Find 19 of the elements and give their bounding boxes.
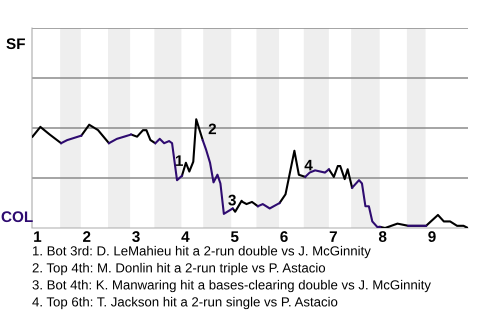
x-tick-label: 6 [280,231,288,242]
text: SF [6,38,25,50]
x-tick-label: 8 [378,231,386,242]
annotation: 1 [176,155,183,166]
annotation: 4 [304,160,313,170]
x-tick-label: 5 [230,231,239,242]
x-tick-label: 4 [181,231,190,242]
x-tick-label: 1 [34,231,42,242]
text: 3. Bot 4th: K. Manwaring hit a bases-clearing double vs J. McGinnity [32,280,431,292]
x-tick-label: 2 [83,231,90,242]
text: 4. Top 6th: T. Jackson hit a 2-run single vs P. Astacio [32,296,338,310]
annotation: COL [2,211,33,222]
text: 2. Top 4th: M. Donlin hit a 2-run triple vs P. Astacio [32,262,326,276]
annotation: 3 [228,194,236,206]
text: 1. Bot 3rd: D. LeMahieu hit a 2-run double vs J. McGinnity [33,246,371,258]
x-tick-label: 3 [132,231,140,242]
annotation: 2 [208,124,216,134]
x-tick-label: 9 [428,231,436,242]
x-tick-label: 7 [330,231,337,242]
